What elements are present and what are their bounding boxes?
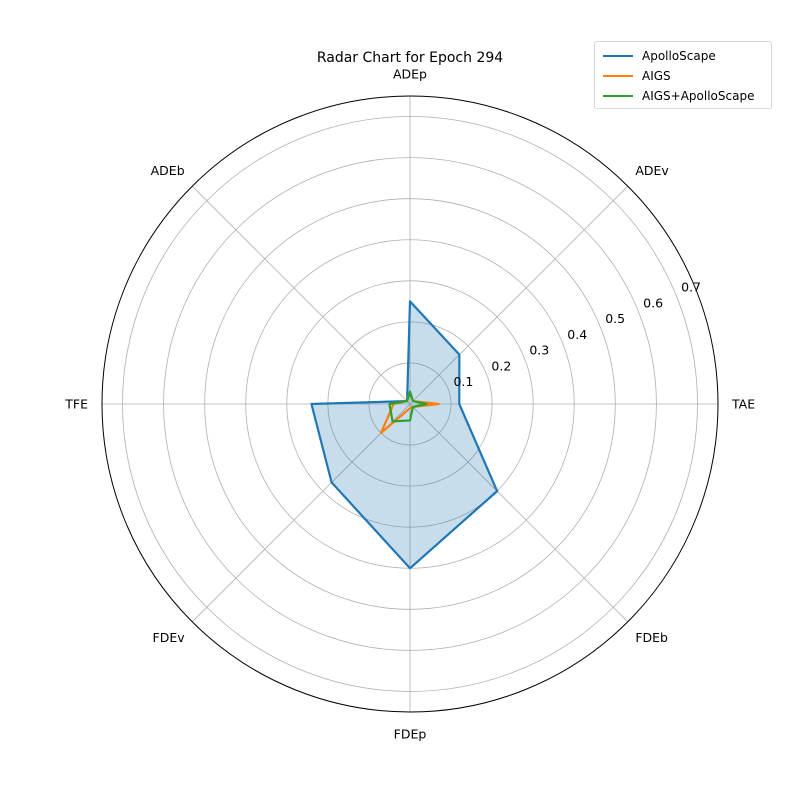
axis-label-tae: TAE: [731, 397, 755, 412]
legend-swatch-apolloscape: [603, 55, 633, 57]
axis-label-adev: ADEv: [635, 163, 669, 178]
legend-swatch-aigs-apolloscape: [603, 95, 633, 97]
legend-label-apolloscape: ApolloScape: [642, 49, 716, 63]
series-fill-apolloscape: [311, 301, 498, 569]
radial-tick-label: 0.2: [491, 358, 511, 373]
legend-item-aigs: AIGS: [603, 66, 763, 86]
legend-label-aigs: AIGS: [642, 69, 671, 83]
radial-tick-label: 0.6: [643, 295, 663, 310]
chart-title: Radar Chart for Epoch 294: [317, 50, 503, 66]
axis-label-adeb: ADEb: [151, 163, 185, 178]
radial-tick-label: 0.7: [681, 280, 701, 295]
radial-tick-label: 0.4: [567, 327, 587, 342]
polar-frame: [101, 95, 719, 713]
radial-tick-label: 0.1: [453, 374, 473, 389]
series-line-apolloscape: [310, 300, 499, 570]
axis-label-fdep: FDEp: [394, 727, 427, 742]
axis-label-tfe: TFE: [64, 397, 88, 412]
axis-label-fdeb: FDEb: [635, 630, 668, 645]
chart-legend: ApolloScape AIGS AIGS+ApolloScape: [594, 41, 772, 109]
legend-label-aigs-apolloscape: AIGS+ApolloScape: [642, 89, 755, 103]
radial-tick-label: 0.3: [529, 343, 549, 358]
axis-label-adep: ADEp: [393, 67, 427, 82]
grid-spoke-fdev: [191, 403, 411, 623]
series-line-aigs-apolloscape: [388, 390, 428, 423]
legend-swatch-aigs: [603, 75, 633, 77]
radar-labels: 0.1 0.2 0.3 0.4 0.5 0.6 0.7 TAE ADEv ADEp ADEb TFE F…: [64, 67, 755, 742]
radar-series: [310, 300, 499, 570]
legend-item-apolloscape: ApolloScape: [603, 46, 763, 66]
grid-spoke-adev: [409, 185, 629, 405]
legend-item-aigs-apolloscape: AIGS+ApolloScape: [603, 86, 763, 106]
grid-spoke-adeb: [191, 185, 411, 405]
grid-spoke-fdeb: [409, 403, 629, 623]
radial-tick-label: 0.5: [605, 311, 625, 326]
axis-label-fdev: FDEv: [153, 630, 186, 645]
